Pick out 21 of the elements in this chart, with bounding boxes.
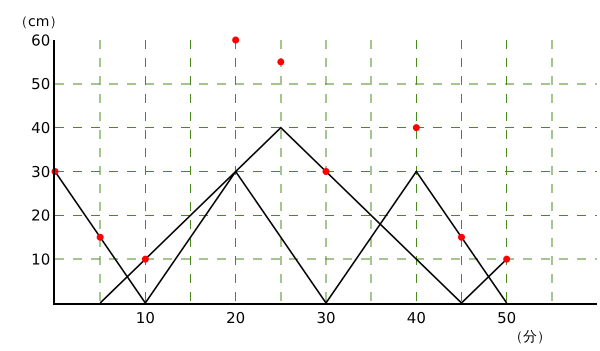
x-tick-label: 20 <box>226 308 246 327</box>
y-tick-label: 60 <box>31 31 50 50</box>
point <box>142 256 149 263</box>
x-tick-label: 40 <box>406 308 426 327</box>
point <box>96 234 104 241</box>
point <box>232 36 240 44</box>
y-tick-label: 10 <box>31 250 50 268</box>
x-tick-label: 50 <box>497 308 516 327</box>
point <box>503 256 510 263</box>
point <box>277 58 284 66</box>
y-axis-title: （cm） <box>14 14 64 30</box>
y-tick-label: 20 <box>31 206 50 225</box>
x-tick-label: 10 <box>136 308 155 327</box>
y-tick-label: 30 <box>31 162 50 181</box>
point <box>458 234 465 241</box>
point <box>322 168 330 175</box>
y-tick-label: 50 <box>31 75 50 94</box>
y-tick-label: 40 <box>31 118 50 137</box>
x-tick-label: 30 <box>316 308 336 327</box>
x-axis-title: （分） <box>509 329 551 345</box>
point <box>412 124 420 132</box>
